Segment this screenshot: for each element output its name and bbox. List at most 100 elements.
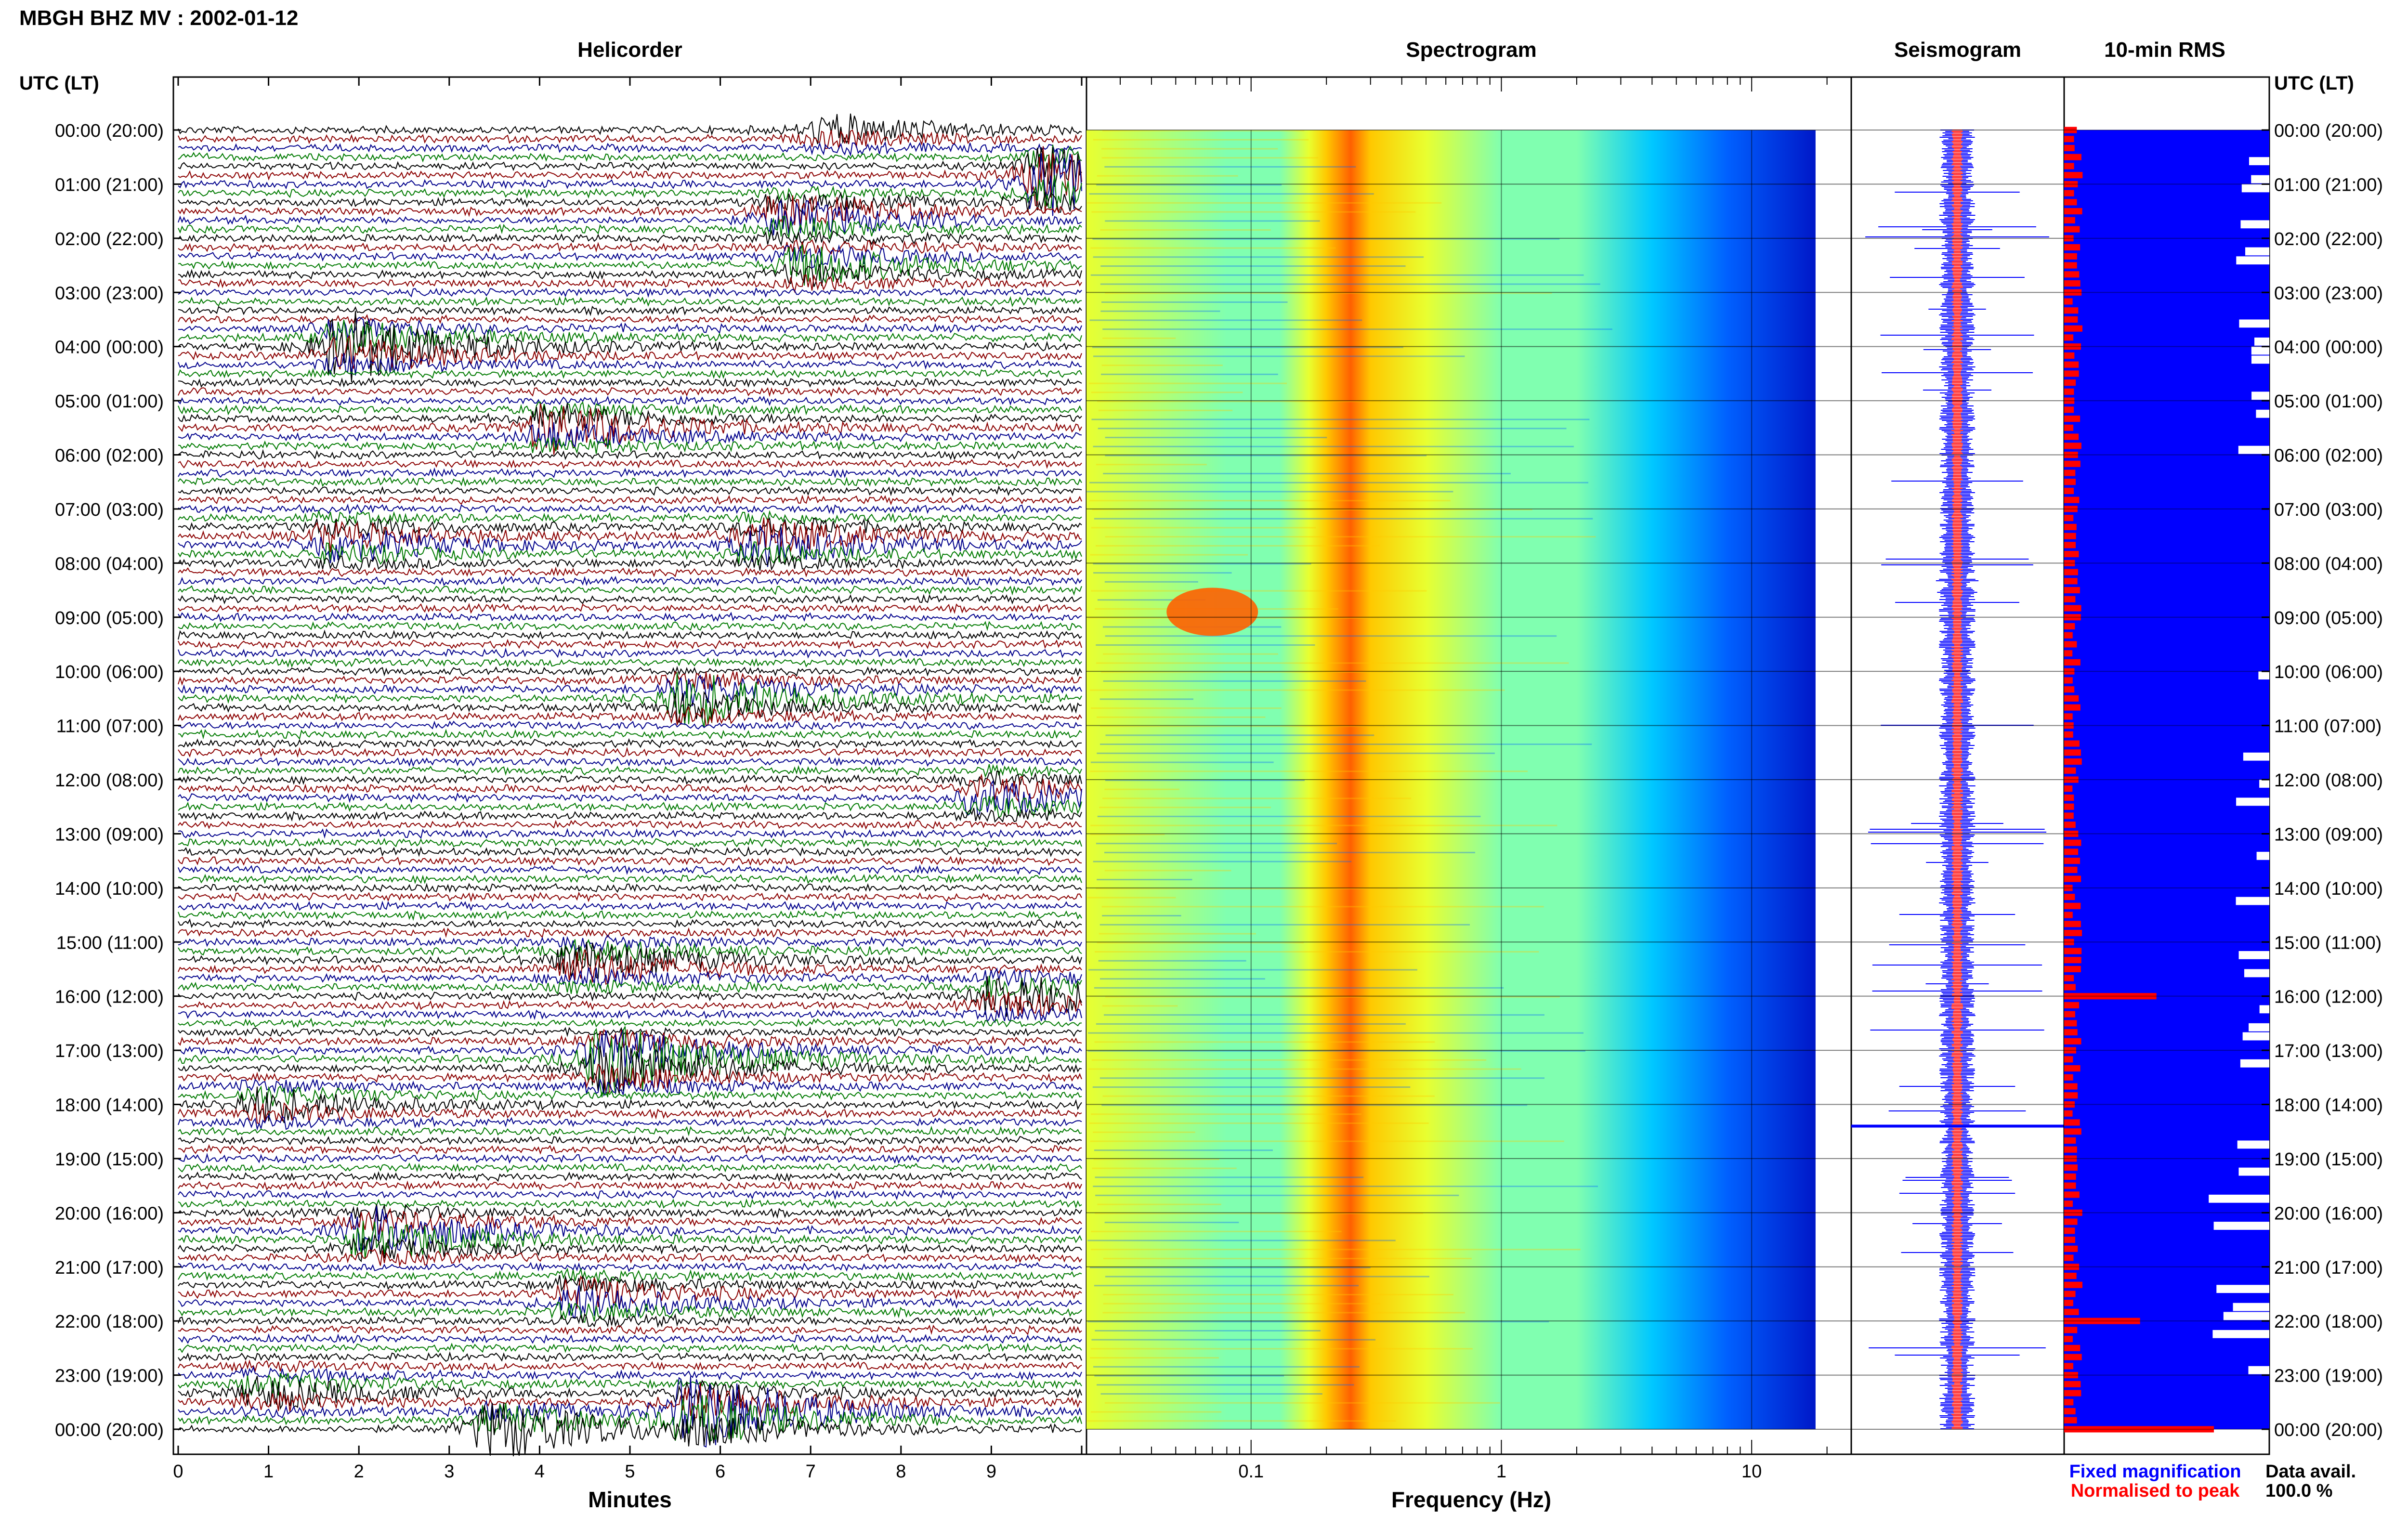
helicorder-trace [178,1180,1082,1191]
helicorder-trace [178,274,1082,293]
spectrogram-row [1094,1149,1273,1151]
rms-gap [2236,797,2269,806]
helicorder-trace [178,1351,1082,1363]
helicorder-trace [178,1144,1082,1155]
helicorder-trace [178,1086,1082,1123]
helicorder-trace [178,729,1082,740]
time-tick-label-right: 16:00 (12:00) [2274,987,2383,1007]
time-tick-label-left: 17:00 (13:00) [55,1041,164,1061]
spectrogram-row [1097,752,1495,754]
spectrogram-row [1097,716,1266,718]
helicorder-trace [178,1376,1082,1448]
spectrogram-row [1103,1014,1544,1016]
helicorder-trace [178,828,1082,839]
spectrogram-row [1103,680,1366,682]
rms-normalised-bar [2064,397,2075,404]
spectrogram-row [1087,1050,1585,1052]
rms-normalised-bar [2064,740,2080,747]
spectrogram-row [1102,1005,1178,1007]
helicorder-trace [178,244,1082,269]
helicorder-trace [178,934,1082,952]
rms-normalised-bar [2064,1119,2080,1126]
rms-normalised-bar [2064,921,2081,927]
helicorder-trace [178,1359,1082,1373]
spectrogram-row [1093,256,1424,258]
time-tick-label-right: 01:00 (21:00) [2274,175,2383,195]
rms-normalised-bar [2064,1083,2078,1090]
spectrogram-title: Spectrogram [1406,38,1536,62]
rms-fixed-bars [2064,130,2269,1429]
spectrogram-row [1090,761,1274,763]
rms-gap [2237,1140,2269,1149]
helicorder-trace [178,485,1082,496]
rms-normalised-bar [2064,127,2077,133]
rms-gap [2251,175,2269,183]
rms-normalised-bar [2064,686,2075,693]
time-tick-label-right: 22:00 (18:00) [2274,1312,2383,1332]
rms-normalised-bar [2064,1426,2214,1433]
rms-normalised-bar [2064,172,2083,179]
rms-normalised-bar [2064,659,2081,666]
rms-normalised-bar [2064,1399,2074,1406]
spectrogram-row [1091,1113,1362,1115]
helicorder-trace [178,401,1082,421]
spectrogram-row [1095,1330,1321,1331]
spectrogram-row [1097,942,1304,944]
rms-normalised-bar [2064,316,2078,323]
time-tick-label-right: 17:00 (13:00) [2274,1041,2383,1061]
spectrogram-row [1099,698,1193,700]
rms-normalised-bar [2064,443,2081,449]
helicorder-trace [178,1333,1082,1344]
rms-normalised-bar [2064,144,2075,152]
helicorder-trace [178,368,1082,379]
spectrogram-row [1090,554,1248,556]
spectrogram-row [1088,1032,1584,1034]
rms-normalised-bar [2064,451,2078,458]
spectrogram-row [1102,1095,1435,1097]
helicorder-trace [178,1189,1082,1201]
spectrogram-row [1093,1158,1219,1160]
rms-normalised-bar [2064,984,2076,991]
time-tick-label-left: 12:00 (08:00) [55,770,164,791]
rms-normalised-bar [2064,1408,2076,1415]
rms-gap [2245,247,2269,256]
spectrogram-row [1103,1293,1453,1295]
time-axis-label-right: UTC (LT) [2274,73,2354,94]
spectrogram-row [1100,744,1592,745]
rms-gap [2236,897,2269,905]
rms-normalised-bar [2064,875,2081,882]
spectrogram-row [1089,1266,1371,1268]
rms-normalised-bar [2064,1381,2081,1387]
rms-normalised-bar [2064,839,2081,846]
rms-normalised-bar [2064,569,2078,575]
rms-gap [2223,1312,2269,1320]
rms-title: 10-min RMS [2104,38,2225,62]
rms-normalised-bar [2064,1236,2075,1243]
helicorder-trace [178,395,1082,406]
spectrogram-row [1099,933,1256,935]
rms-normalised-bar [2064,812,2074,819]
rms-normalised-bar [2064,1209,2082,1216]
helicorder-trace [178,837,1082,848]
helicorder-trace [178,1248,1082,1267]
spectrogram-row [1093,445,1574,447]
rms-normalised-bar [2064,975,2074,981]
spectrogram-row [1090,770,1528,772]
helicorder-trace [178,746,1082,758]
rms-normalised-bar [2064,253,2077,260]
helicorder-trace [178,239,1082,255]
helicorder-trace [178,449,1082,460]
rms-panel [2063,76,2270,1455]
time-tick-label-right: 13:00 (09:00) [2274,824,2383,845]
helicorder-trace [178,467,1082,478]
rms-normalised-bar [2064,614,2081,621]
spectrogram-row [1101,157,1319,159]
rms-normalised-bar [2064,289,2082,296]
spectrogram-row [1104,581,1198,583]
spectrogram-row [1100,725,1385,727]
helicorder-trace [178,1376,1082,1410]
time-tick-label-left: 10:00 (06:00) [55,662,164,682]
rms-normalised-bar [2064,1020,2077,1027]
helicorder-x-tick-label: 8 [896,1462,906,1482]
rms-normalised-bar [2064,722,2074,729]
